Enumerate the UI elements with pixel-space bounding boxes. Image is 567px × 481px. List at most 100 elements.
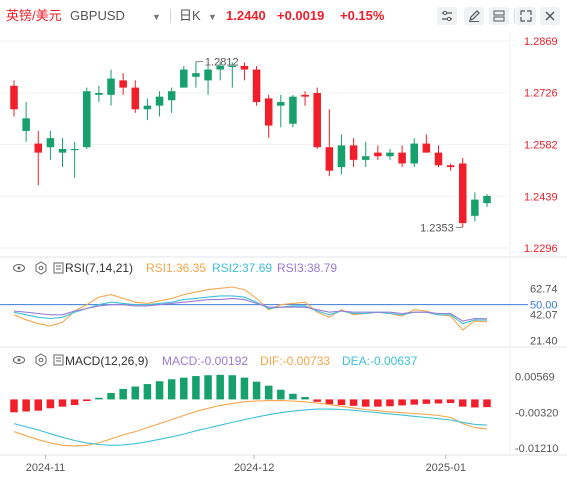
macd-axis-label: -0.00320 [515, 407, 558, 419]
candle-body[interactable] [410, 143, 418, 164]
macd-histogram-bar [313, 399, 321, 402]
candle-body[interactable] [107, 78, 115, 95]
dif-value: DIF:-0.00733 [260, 354, 330, 368]
low-annotation: 1.2353 [420, 222, 454, 234]
candle-body[interactable] [216, 65, 224, 70]
rsi1-value: RSI1:36.35 [146, 261, 206, 275]
candle-body[interactable] [471, 199, 479, 216]
macd-histogram-bar [167, 379, 176, 400]
candle-body[interactable] [458, 163, 467, 224]
candle-body[interactable] [95, 93, 103, 95]
drawing-tool-button[interactable] [464, 7, 484, 25]
macd-histogram-bar [240, 377, 249, 400]
candle-body[interactable] [289, 96, 297, 124]
macd-histogram-bar [277, 389, 285, 400]
macd-histogram-bar [95, 397, 103, 400]
rsi-axis-label: 50.00 [530, 300, 558, 312]
fullscreen-button[interactable] [516, 7, 536, 25]
macd-histogram-bar [22, 399, 30, 412]
price-axis-label: 1.2869 [524, 36, 558, 48]
close-button[interactable] [540, 7, 560, 25]
macd-histogram-bar [289, 393, 297, 400]
eye-icon[interactable] [13, 264, 25, 272]
chart-header: 英镑/美元 GBPUSD ▼ 日K ▼ 1.2440 +0.0019 +0.15… [0, 0, 567, 32]
candle-body[interactable] [398, 152, 406, 164]
macd-histogram-bar [471, 399, 479, 408]
macd-histogram-bar [386, 399, 394, 407]
expand-icon [520, 10, 532, 22]
symbol-dropdown-icon[interactable]: ▼ [152, 12, 161, 22]
candle-body[interactable] [434, 152, 443, 166]
rsi3-value: RSI3:38.79 [277, 261, 337, 275]
eye-icon[interactable] [13, 356, 25, 364]
macd-histogram-bar [46, 399, 55, 409]
rsi-series-line [13, 295, 488, 325]
candle-body[interactable] [422, 143, 431, 153]
macd-legend: MACD(12,26,9) MACD:-0.00192 DIF:-0.00733… [13, 353, 418, 368]
macd-title: MACD(12,26,9) [65, 354, 148, 368]
macd-histogram-bar [107, 392, 115, 400]
indicator-menu-icon[interactable] [53, 262, 64, 274]
candle-body[interactable] [361, 156, 370, 160]
price-axis-label: 1.2582 [524, 140, 558, 152]
candle-body[interactable] [386, 152, 394, 157]
indicator-menu-icon[interactable] [53, 354, 64, 366]
candle-body[interactable] [58, 149, 67, 153]
symbol-name: 英镑/美元 [6, 8, 62, 23]
candle-body[interactable] [240, 65, 249, 70]
pencil-icon [469, 10, 480, 22]
toolbar-divider [514, 9, 515, 23]
indicator-list-button[interactable] [489, 7, 509, 25]
candle-body[interactable] [167, 91, 176, 101]
candle-body[interactable] [204, 69, 212, 81]
close-icon [545, 11, 555, 21]
macd-histogram-bar [131, 386, 140, 400]
candle-body[interactable] [446, 165, 455, 168]
candle-body[interactable] [192, 73, 200, 77]
rsi-axis-label: 21.40 [530, 336, 558, 348]
macd-histogram-bar [446, 399, 455, 404]
candle-body[interactable] [374, 152, 382, 157]
macd-histogram-bar [34, 399, 43, 411]
candle-body[interactable] [337, 145, 346, 168]
rsi-legend: RSI(7,14,21) RSI1:36.35 RSI2:37.69 RSI3:… [13, 261, 337, 275]
candle-body[interactable] [228, 65, 237, 68]
candle-body[interactable] [277, 102, 285, 106]
settings-icon[interactable] [35, 261, 47, 275]
candle-body[interactable] [301, 94, 309, 97]
macd-histogram-bar [204, 375, 212, 400]
price-axis-label: 1.2296 [524, 243, 558, 255]
rsi2-value: RSI2:37.69 [212, 261, 272, 275]
period-selector[interactable]: 日K [179, 8, 201, 23]
candle-body[interactable] [22, 118, 30, 131]
candle-body[interactable] [325, 147, 334, 171]
macd-histogram-bar [83, 399, 91, 402]
candle-body[interactable] [483, 195, 491, 204]
macd-histogram-bar [361, 399, 370, 407]
candle-body[interactable] [34, 143, 43, 153]
candle-body[interactable] [264, 98, 273, 126]
candle-body[interactable] [143, 105, 152, 110]
macd-histogram-bar [180, 377, 188, 400]
settings-icon[interactable] [35, 353, 47, 367]
period-dropdown-icon[interactable]: ▼ [208, 12, 217, 22]
candle-body[interactable] [155, 96, 164, 106]
candle-body[interactable] [70, 149, 79, 151]
indicator-settings-button[interactable] [437, 7, 457, 25]
sliders-icon [442, 10, 452, 22]
symbol-code[interactable]: GBPUSD [70, 8, 125, 23]
dea-value: DEA:-0.00637 [342, 354, 418, 368]
candle-body[interactable] [83, 91, 91, 148]
candle-body[interactable] [349, 145, 358, 160]
macd-histogram-bar [301, 396, 309, 400]
macd-series-line [13, 400, 488, 447]
candle-body[interactable] [119, 80, 127, 88]
candle-body[interactable] [10, 85, 18, 110]
candle-body[interactable] [131, 87, 140, 110]
macd-axis-label: 0.00569 [515, 371, 555, 383]
candle-body[interactable] [313, 93, 321, 148]
candle-body[interactable] [180, 69, 188, 88]
candle-body[interactable] [46, 138, 55, 148]
candle-body[interactable] [252, 69, 261, 103]
